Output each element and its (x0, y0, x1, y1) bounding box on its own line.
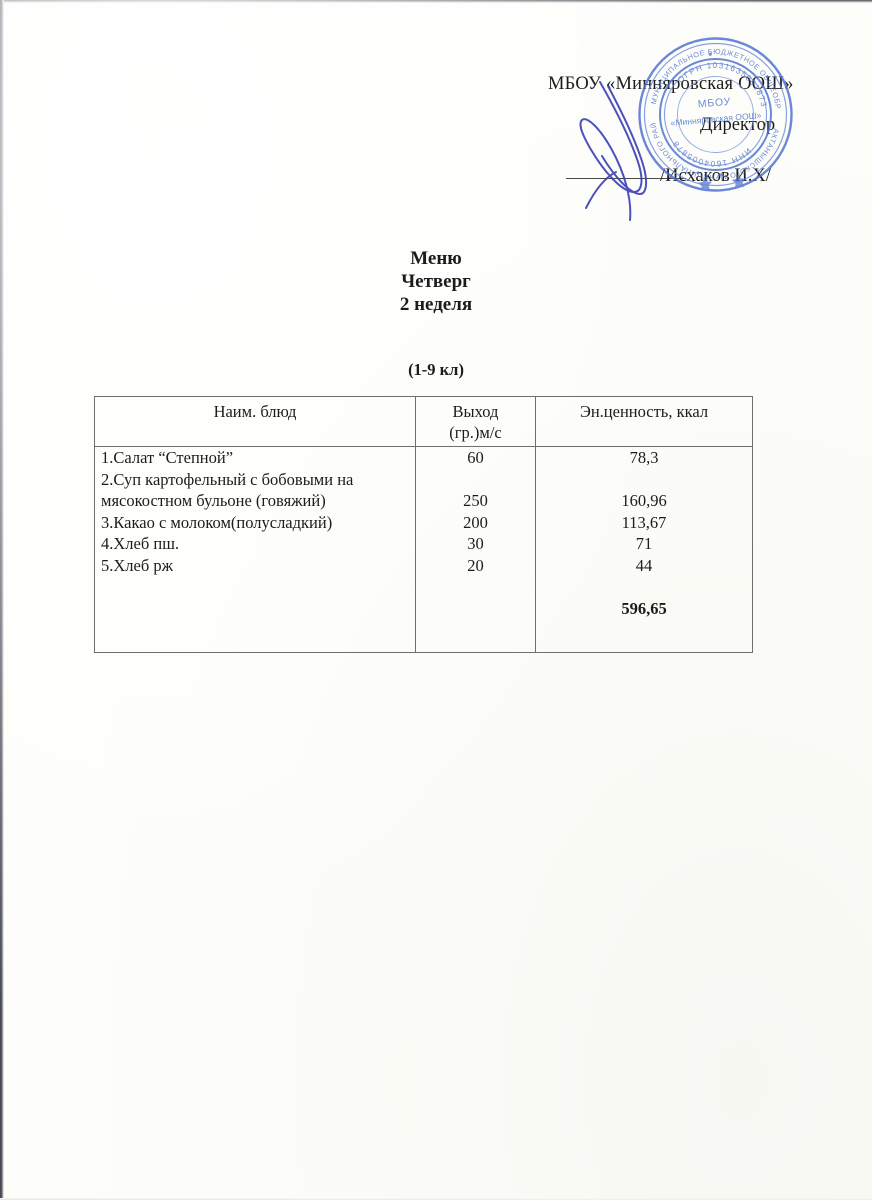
column-header-energy: Эн.ценность, ккал (535, 396, 753, 447)
dish-name: 1.Салат “Степной” (101, 448, 234, 467)
signatory-name: /Исхаков И.Х/ (660, 166, 771, 186)
output-value: 60 (467, 448, 484, 467)
output-value: 30 (467, 534, 484, 553)
svg-text:АКТАНЫШСКОГО МУНИЦИПАЛЬНОГО РА: АКТАНЫШСКОГО МУНИЦИПАЛЬНОГО РАЙОНА РЕСПУ… (630, 29, 785, 188)
dish-name: мясокостном бульоне (говяжий) (101, 491, 326, 510)
dish-name: 4.Хлеб пш. (101, 534, 180, 553)
page-title: Меню Четверг 2 неделя (0, 247, 872, 316)
table-header: Наим. блюд Выход (гр.)м/с Эн.ценность, к… (94, 396, 753, 447)
energy-value: 160,96 (621, 491, 667, 510)
director-label: Директор (700, 115, 776, 135)
total-energy-value: 596,65 (621, 598, 667, 618)
title-line-weekday: Четверг (401, 271, 471, 292)
table-body: 1.Салат “Степной” 2.Суп картофельный с бо… (94, 446, 753, 653)
total-spacer (536, 576, 752, 598)
dish-name: 3.Какао с молоком(полусладкий) (101, 512, 333, 532)
output-value: 250 (463, 491, 488, 510)
column-header-dish-name: Наим. блюд (94, 396, 416, 447)
dish-name-cell: 1.Салат “Степной” 2.Суп картофельный с бо… (94, 446, 416, 653)
column-header-output-line1: Выход (452, 402, 499, 421)
output-values-cell: 60 250 200 30 20 (415, 446, 536, 653)
svg-text:МБОУ: МБОУ (697, 96, 731, 111)
column-header-output-line2: (гр.)м/с (449, 423, 502, 442)
energy-value: 113,67 (621, 512, 667, 532)
energy-value: 44 (635, 555, 653, 575)
table-row: 1.Салат “Степной” 2.Суп картофельный с бо… (94, 446, 753, 653)
menu-table: Наим. блюд Выход (гр.)м/с Эн.ценность, к… (94, 396, 753, 653)
energy-value: 71 (635, 534, 653, 553)
organization-name: МБОУ «Минняровская ООШ» (548, 74, 794, 94)
output-value-list: 60 250 200 30 20 (416, 447, 535, 576)
title-line-week: 2 неделя (399, 294, 473, 315)
output-value: 200 (463, 512, 488, 532)
column-header-output: Выход (гр.)м/с (415, 396, 536, 447)
energy-values-cell: 78,3 160,96 113,67 71 44 596,65 (535, 446, 753, 653)
table-header-row: Наим. блюд Выход (гр.)м/с Эн.ценность, к… (94, 396, 753, 447)
grade-range-label: (1-9 кл) (408, 360, 464, 379)
title-line-menu: Меню (410, 248, 462, 269)
dish-list: 1.Салат “Степной” 2.Суп картофельный с бо… (95, 447, 415, 576)
dish-name: 5.Хлеб рж (101, 555, 174, 575)
handwritten-signature (556, 80, 696, 230)
energy-value: 78,3 (629, 448, 659, 467)
letterhead: МБОУ «Минняровская ООШ» Директор /Исхако… (0, 0, 872, 230)
dish-name: 2.Суп картофельный с бобовыми на (101, 469, 354, 489)
energy-value-list: 78,3 160,96 113,67 71 44 (536, 447, 752, 576)
output-value: 20 (467, 555, 484, 575)
